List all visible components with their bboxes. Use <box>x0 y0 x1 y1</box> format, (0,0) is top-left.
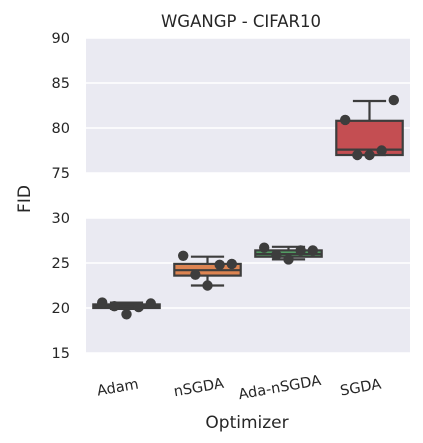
data-point <box>388 94 399 106</box>
box-adam <box>92 297 161 320</box>
x-tick-label: Ada-nSGDA <box>237 373 322 403</box>
data-point <box>283 254 294 265</box>
data-point <box>295 245 306 256</box>
lower-y-tick-label: 30 <box>52 211 70 227</box>
data-point <box>109 301 120 312</box>
data-point <box>178 250 189 261</box>
box-ada-nsgda <box>254 242 323 265</box>
x-tick-labels: Adam nSGDA Ada-nSGDA SGDA <box>96 373 383 403</box>
data-point <box>352 149 363 161</box>
data-point <box>202 280 213 291</box>
lower-y-tick-label: 15 <box>52 346 70 362</box>
data-point <box>214 259 225 270</box>
x-tick-label: nSGDA <box>173 376 226 401</box>
upper-y-tick-label: 80 <box>52 121 70 137</box>
data-point <box>121 309 132 320</box>
data-point <box>340 114 351 126</box>
data-point <box>364 149 375 161</box>
lower-y-tick-label: 20 <box>52 301 70 317</box>
data-point <box>307 245 318 256</box>
upper-y-tick-label: 90 <box>52 31 70 47</box>
lower-panel: 15 20 25 30 <box>52 211 410 362</box>
upper-y-tick-label: 75 <box>52 166 70 182</box>
lower-panel-background <box>86 218 410 353</box>
upper-panel: 75 80 85 90 <box>52 31 410 182</box>
data-point <box>271 249 282 261</box>
box-sgda <box>335 94 404 161</box>
data-point <box>259 242 270 253</box>
data-point <box>226 258 237 270</box>
chart-title: WGANGP - CIFAR10 <box>161 12 321 31</box>
data-point <box>97 297 108 308</box>
data-point <box>133 301 144 313</box>
y-axis-label: FID <box>15 185 35 213</box>
x-axis-label: Optimizer <box>205 413 288 433</box>
x-tick-label: Adam <box>96 377 140 400</box>
data-point <box>376 145 387 156</box>
lower-y-tick-label: 25 <box>52 256 70 272</box>
x-tick-label: SGDA <box>339 377 383 400</box>
upper-y-tick-label: 85 <box>52 76 70 92</box>
box-nsgda <box>173 250 242 291</box>
box-marks <box>92 94 404 320</box>
data-point <box>190 269 201 280</box>
data-point <box>145 298 156 309</box>
